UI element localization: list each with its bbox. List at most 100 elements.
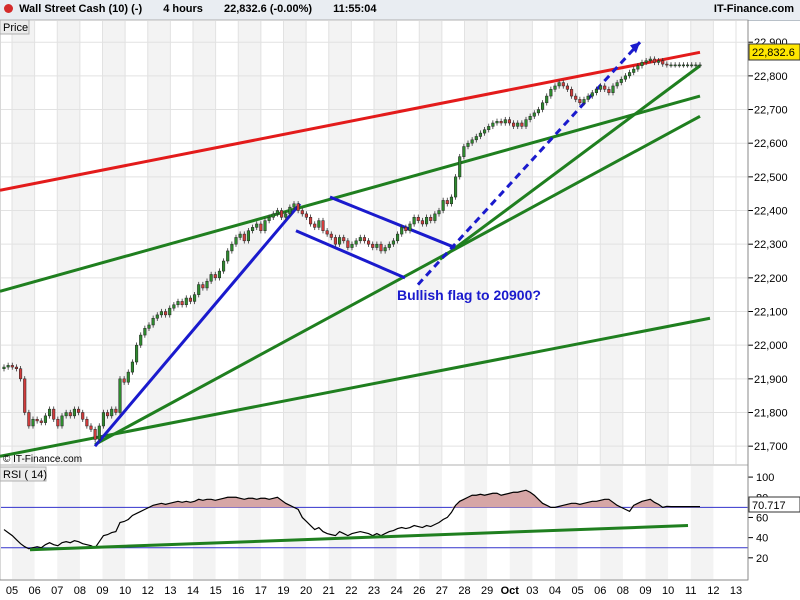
candle-body (267, 217, 271, 221)
candle-body (226, 250, 230, 262)
candle-body (553, 85, 557, 90)
candle-body (48, 408, 52, 417)
candle-body (466, 142, 470, 147)
rsi-line (3, 489, 700, 550)
rsi-tick-label: 20 (756, 553, 768, 565)
candle-body (14, 366, 18, 369)
grid-column (238, 466, 261, 579)
candle-body (358, 237, 362, 242)
grid-column (147, 466, 171, 579)
candle-body (329, 233, 333, 238)
candle-body (10, 365, 14, 368)
candle-body (516, 122, 520, 127)
candle-body (561, 82, 565, 87)
grid-column (57, 21, 80, 464)
grid-column (690, 21, 714, 464)
y-tick-label: 22,500 (754, 172, 788, 184)
grid-column (57, 466, 80, 579)
candle-body (213, 274, 217, 279)
candle-body (222, 260, 226, 272)
candle-body (159, 311, 163, 316)
candle-body (632, 68, 636, 73)
candle-body (532, 112, 536, 117)
candle-body (578, 99, 582, 104)
grid-column (193, 466, 216, 579)
grid-column (193, 21, 216, 464)
grid-column (645, 21, 669, 464)
candle-body (23, 378, 27, 413)
support-line (94, 114, 701, 446)
candle-body (640, 62, 644, 67)
grid-column (645, 466, 669, 579)
rsi-trend-line (29, 524, 689, 552)
candle-body (251, 227, 255, 231)
candle-body (420, 220, 424, 225)
candle-body (441, 200, 445, 211)
candle-body (565, 85, 569, 90)
candle-body (449, 196, 453, 205)
x-tick-label: 03 (526, 585, 538, 597)
x-tick-label: 08 (74, 585, 86, 597)
candle-body (619, 78, 623, 83)
candle-body (657, 60, 661, 63)
candle-body (176, 301, 180, 306)
candle-body (470, 139, 474, 144)
candle-body (101, 412, 105, 427)
candle-body (296, 203, 300, 211)
price-readout: 22,832.6 (-0.00%) (223, 3, 313, 15)
candle-body (151, 317, 155, 326)
candle-body (39, 420, 43, 423)
candle-body (43, 415, 47, 423)
candle-body (338, 237, 342, 245)
candle-body (230, 243, 234, 252)
candle-body (416, 217, 420, 221)
candle-body (387, 243, 391, 248)
candle-body (52, 408, 56, 420)
candle-body (391, 240, 395, 245)
grid-column (690, 466, 714, 579)
candle-body (114, 408, 118, 413)
candle-body (425, 217, 429, 225)
x-tick-label: 14 (187, 585, 199, 597)
candle-body (354, 240, 358, 245)
candle-body (284, 213, 288, 218)
candle-body (27, 412, 31, 427)
clock-time: 11:55:04 (333, 3, 377, 15)
candle-body (234, 237, 238, 245)
candle-body (412, 217, 416, 225)
y-tick-label: 22,300 (754, 239, 788, 251)
y-tick-label: 22,700 (754, 105, 788, 117)
candle-body (130, 361, 134, 373)
candle-body (375, 243, 379, 248)
candle-body (528, 116, 532, 120)
candle-body (126, 371, 130, 383)
price-panel-label: Price (3, 22, 28, 34)
grid-column (238, 21, 261, 464)
x-tick-label: 23 (368, 585, 380, 597)
candle-body (512, 122, 516, 127)
candle-body (545, 95, 549, 104)
last-rsi-tag: 70.717 (748, 496, 800, 513)
candle-body (118, 378, 122, 413)
candle-body (445, 200, 449, 205)
candle-body (628, 72, 632, 77)
candle-body (205, 280, 209, 289)
rsi-overbought-fill (4, 490, 700, 508)
candle-body (570, 89, 574, 97)
status-dot-icon (4, 4, 13, 13)
grid-column (12, 466, 35, 579)
candle-body (673, 64, 677, 67)
x-tick-label: 26 (413, 585, 425, 597)
x-tick-label: 07 (51, 585, 63, 597)
symbol-title: Wall Street Cash (10) (-) (19, 3, 143, 15)
candle-body (172, 304, 176, 309)
candle-body (371, 243, 375, 248)
candle-body (93, 429, 97, 440)
candle-body (524, 119, 528, 127)
rsi-panel-label: RSI ( 14) (3, 469, 47, 481)
candle-body (155, 314, 159, 319)
candle-body (636, 65, 640, 70)
flag-upper-line (329, 195, 456, 249)
candle-body (184, 297, 188, 306)
candle-body (400, 227, 404, 235)
